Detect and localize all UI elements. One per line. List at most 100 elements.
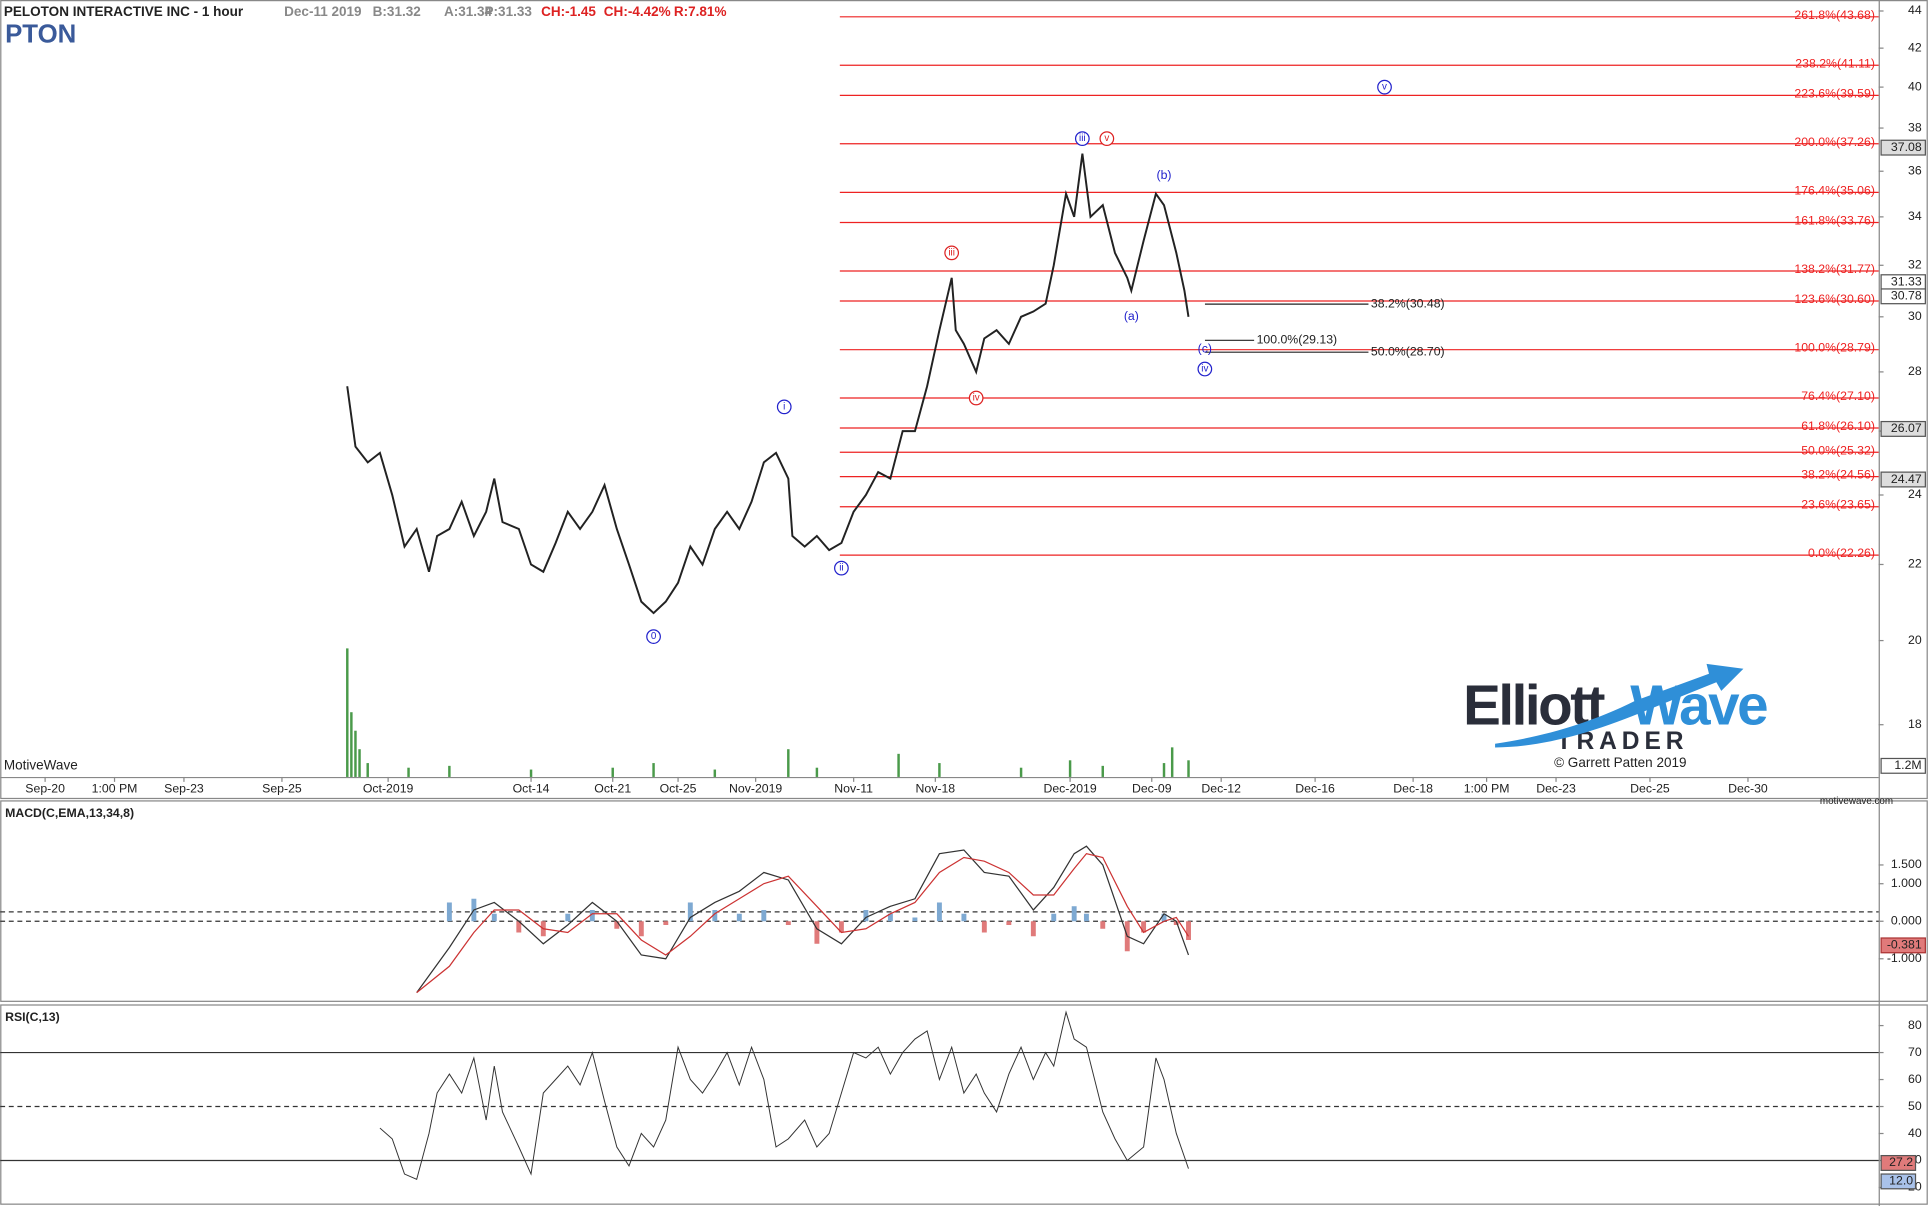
x-tick-label: Oct-14: [513, 781, 550, 795]
y-tick-label: 1.500: [1891, 857, 1922, 871]
histogram-bar: [785, 921, 791, 925]
histogram-bar: [491, 913, 497, 922]
fib-label: 38.2%(24.56): [1801, 468, 1875, 482]
fib-label: 100.0%(28.79): [1794, 341, 1875, 355]
histogram-bar: [912, 917, 918, 922]
x-tick-label: 1:00 PM: [1464, 781, 1510, 795]
macd-panel: [0, 800, 1928, 1002]
histogram-bar: [887, 913, 893, 922]
volume-bar: [713, 769, 717, 777]
histogram-bar: [565, 913, 571, 922]
volume-bar: [611, 767, 614, 777]
volume-bar: [1170, 747, 1174, 777]
histogram-bar: [1083, 913, 1089, 922]
volume-bar: [1187, 760, 1190, 777]
volume-bar: [448, 765, 451, 777]
y-tick-label: 34: [1908, 209, 1922, 223]
price-box: [1880, 471, 1926, 488]
volume-bar: [1162, 763, 1166, 777]
histogram-bar: [1006, 921, 1012, 925]
y-tick-label: 50: [1908, 1099, 1922, 1113]
current-value: 12.0: [1889, 1174, 1913, 1188]
fib-label: 138.2%(31.77): [1794, 262, 1875, 276]
wave-label: ii: [839, 563, 843, 574]
panel-title: MACD(C,EMA,13,34,8): [5, 806, 134, 820]
y-tick-label: 30: [1908, 309, 1922, 323]
y-tick-label: 18: [1908, 717, 1922, 731]
histogram-bar: [1141, 921, 1147, 933]
x-tick-label: Dec-25: [1630, 781, 1670, 795]
x-tick-label: Nov-18: [916, 781, 956, 795]
histogram-bar: [1173, 921, 1179, 925]
main-panel: [0, 0, 1928, 800]
histogram-bar: [687, 902, 693, 922]
projection-label: 100.0%(29.13): [1257, 333, 1338, 347]
y-tick-label: 40: [1908, 1126, 1922, 1140]
price-box: [1880, 288, 1926, 305]
logo-swoosh: [1495, 663, 1744, 748]
volume-bar: [350, 712, 353, 777]
histogram-bar: [446, 902, 452, 922]
fib-label: 176.4%(35.06): [1794, 183, 1875, 197]
volume-bar: [938, 763, 941, 777]
x-tick-label: Oct-21: [594, 781, 631, 795]
quote-field: CH:-4.42%: [604, 4, 671, 19]
wave-circle: [1074, 131, 1090, 147]
projection-label: 50.0%(28.70): [1371, 344, 1445, 358]
wave-circle: [776, 399, 792, 415]
current-value: 27.2: [1889, 1155, 1913, 1169]
volume-bar: [366, 763, 369, 777]
price-marker-label: 31.33: [1891, 274, 1922, 288]
fib-label: 200.0%(37.26): [1794, 135, 1875, 149]
y-tick-label: 44: [1908, 3, 1922, 17]
volume-bar: [1101, 765, 1104, 777]
rsi-line: [379, 1010, 1189, 1181]
histogram-bar: [838, 921, 844, 933]
y-tick-label: 60: [1908, 1072, 1922, 1086]
wave-circle: [1377, 79, 1392, 95]
chart-title: PELOTON INTERACTIVE INC - 1 hour: [4, 4, 244, 19]
quote-field: Dec-11 2019: [284, 4, 362, 19]
y-tick-label: 28: [1908, 364, 1922, 378]
fib-label: 76.4%(27.10): [1801, 389, 1875, 403]
histogram-bar: [814, 921, 820, 944]
wave-label: (c): [1198, 342, 1212, 356]
wave-label: v: [1104, 133, 1109, 144]
wave-label: iv: [1201, 364, 1208, 375]
histogram-bar: [936, 902, 942, 922]
histogram-bar: [712, 909, 718, 922]
wave-label: iii: [948, 247, 955, 258]
y-tick-label: 70: [1908, 1045, 1922, 1059]
x-tick-label: 1:00 PM: [92, 781, 138, 795]
fib-label: 223.6%(39.59): [1794, 86, 1875, 100]
x-tick-label: Oct-2019: [363, 781, 414, 795]
x-tick-label: Dec-09: [1132, 781, 1172, 795]
price-marker-label: 24.47: [1891, 472, 1922, 486]
y-tick-label: 22: [1908, 557, 1922, 571]
wave-label: iii: [1079, 133, 1086, 144]
volume-bar: [815, 767, 819, 777]
rsi-panel: [0, 1004, 1928, 1205]
wave-label: iv: [973, 393, 980, 404]
watermark: MotiveWave: [4, 757, 78, 772]
wave-label: i: [783, 401, 785, 412]
quote-field: P:31.33: [485, 4, 533, 19]
quote-field: CH:-1.45: [541, 4, 596, 19]
wave-circle: [646, 629, 661, 644]
histogram-bar: [1161, 913, 1167, 922]
y-tick-label: 32: [1908, 258, 1922, 272]
price-box: [1880, 757, 1926, 774]
histogram-bar: [663, 921, 669, 925]
fib-label: 50.0%(25.32): [1801, 443, 1875, 457]
x-tick-label: Sep-25: [262, 781, 302, 795]
volume-bar: [407, 767, 410, 777]
histogram-bar: [863, 909, 869, 922]
x-tick-label: Nov-11: [834, 781, 873, 795]
wave-circle: [1197, 361, 1213, 377]
y-tick-label: 24: [1908, 487, 1922, 501]
histogram-bar: [761, 909, 767, 922]
histogram-bar: [981, 921, 987, 933]
x-tick-label: Dec-2019: [1043, 781, 1096, 795]
